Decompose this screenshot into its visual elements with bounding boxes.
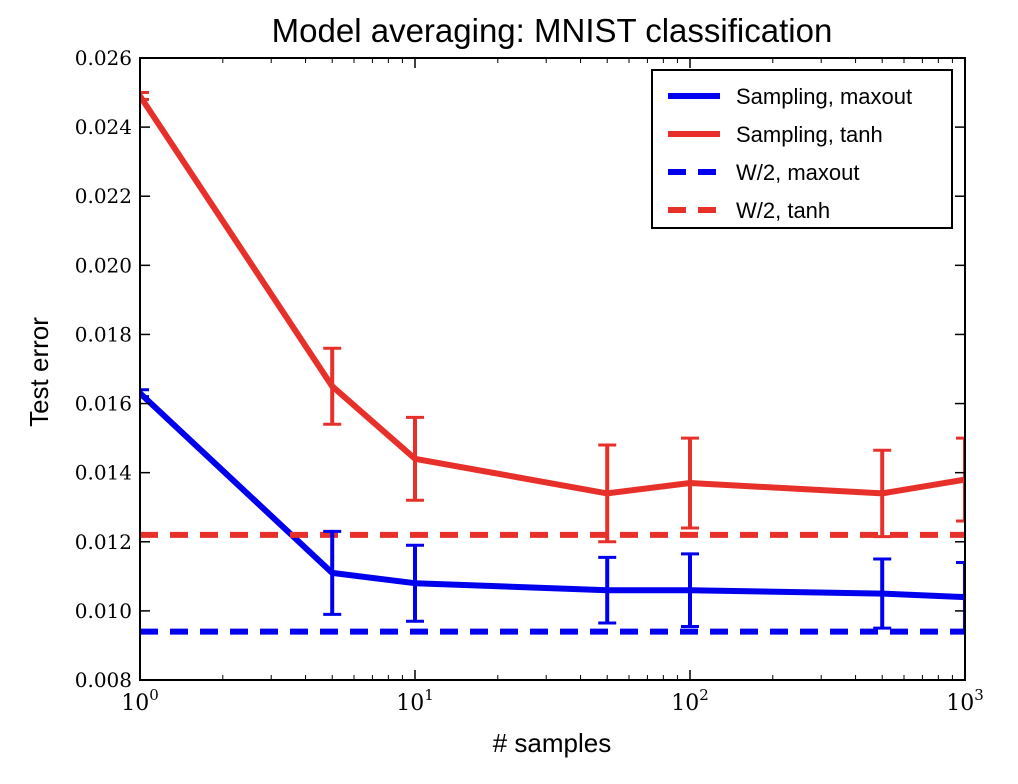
- error-bar-s0-p0: [140, 388, 149, 399]
- y-tick-label: 0.018: [75, 322, 132, 346]
- y-tick-label: 0.026: [75, 46, 132, 70]
- y-tick-label: 0.016: [75, 392, 132, 416]
- error-bar-s1-p4: [681, 436, 699, 530]
- legend: Sampling, maxout Sampling, tanh W/2, maxou…: [651, 69, 953, 229]
- y-tick-label: 0.022: [75, 184, 132, 208]
- legend-label-0: Sampling, maxout: [736, 84, 912, 109]
- series-line-0: [140, 391, 965, 601]
- legend-label-3: W/2, tanh: [736, 198, 830, 223]
- x-tick-label: 101: [396, 686, 434, 716]
- plot-frame: [139, 57, 966, 681]
- legend-label-1: Sampling, tanh: [736, 122, 883, 147]
- error-bar-s0-p3: [598, 555, 617, 625]
- y-tick-label: 0.014: [75, 461, 132, 485]
- x-tick-label: 103: [946, 686, 984, 716]
- plot-area: 0.008 0.010 0.012 0.014 0.016 0.018 0.020 0.022…: [75, 46, 984, 716]
- error-bar-s1-p2: [406, 415, 424, 502]
- error-bar-s0-p2: [406, 543, 424, 623]
- legend-label-2: W/2, maxout: [736, 160, 859, 185]
- x-axis-label: # samples: [493, 728, 612, 758]
- error-bar-s1-p1: [323, 346, 342, 426]
- y-tick-label: 0.024: [75, 115, 132, 139]
- error-bar-s1-p3: [598, 443, 617, 544]
- error-bar-s1-p6: [956, 436, 965, 523]
- error-bar-s1-p0: [140, 91, 149, 101]
- x-tick-label: 102: [671, 686, 709, 716]
- error-bar-s0-p1: [323, 529, 342, 616]
- error-bar-s0-p4: [681, 552, 699, 628]
- chart-title: Model averaging: MNIST classification: [272, 12, 833, 49]
- y-tick-label: 0.010: [75, 599, 132, 623]
- y-tick-label: 0.020: [75, 253, 132, 277]
- y-axis-label: Test error: [24, 317, 54, 427]
- y-tick-label: 0.008: [75, 668, 132, 692]
- x-tick-label: 100: [121, 686, 159, 716]
- series-group: [140, 91, 965, 635]
- error-bar-s0-p5: [873, 557, 892, 630]
- y-tick-label: 0.012: [75, 530, 132, 554]
- error-bar-s1-p5: [873, 448, 892, 539]
- error-bar-s0-p6: [956, 561, 965, 634]
